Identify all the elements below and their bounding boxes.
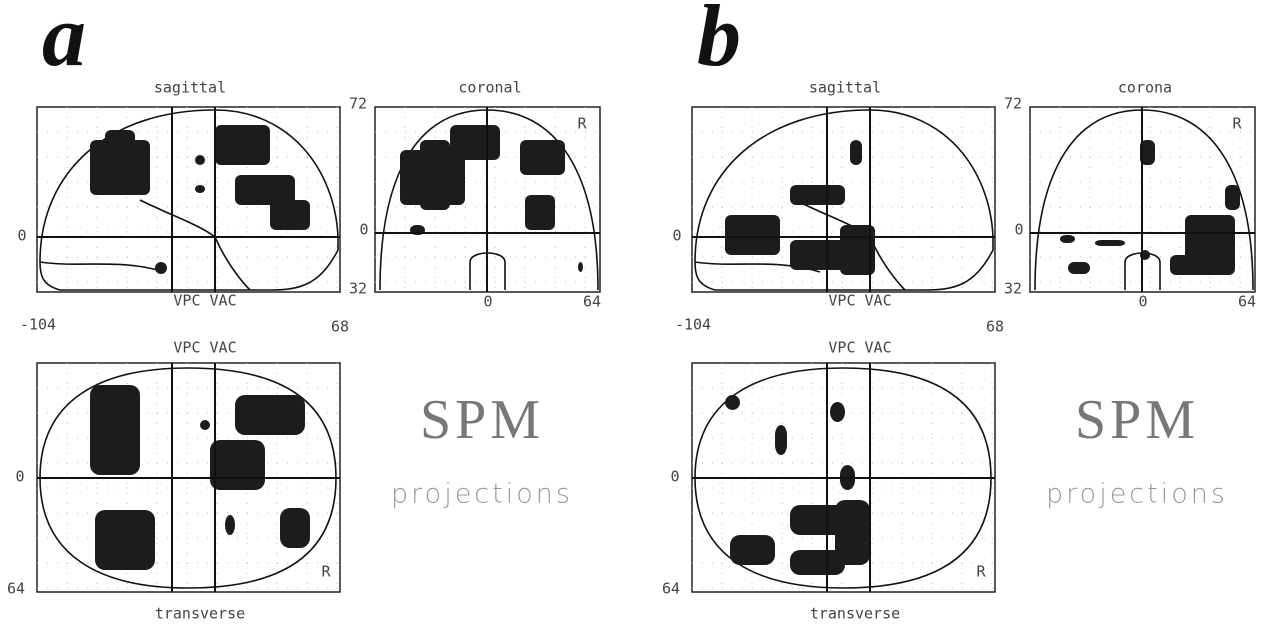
landmark-label: VPC VAC <box>828 339 891 357</box>
figure: a sagittal 0 VPC VAC -104 68 coronal 72 0 32 0 64 R V… <box>0 0 1275 628</box>
panel-label: b <box>697 0 741 85</box>
caption-subtitle: projections <box>1046 479 1228 510</box>
activation <box>450 125 500 160</box>
activation <box>730 535 775 565</box>
activation <box>1068 262 1090 274</box>
activation <box>578 262 583 272</box>
side-label: R <box>321 563 331 581</box>
activation <box>155 262 167 274</box>
activation <box>1095 240 1125 246</box>
axis-label: 0 <box>1138 293 1147 311</box>
axis-label: 0 <box>483 293 492 311</box>
axis-label: 0 <box>15 468 24 486</box>
panel-label: a <box>42 0 86 85</box>
axis-label: 32 <box>1004 280 1022 298</box>
axis-label: 0 <box>670 468 679 486</box>
view-title: corona <box>1118 79 1172 97</box>
side-label: R <box>577 115 587 133</box>
side-label: R <box>976 563 986 581</box>
axis-label: 0 <box>17 227 26 245</box>
axis-label: 0 <box>359 221 368 239</box>
activation <box>105 130 135 145</box>
activation <box>280 508 310 548</box>
activation <box>800 250 830 265</box>
activation <box>725 215 780 255</box>
activation <box>775 425 787 455</box>
view-title: coronal <box>458 79 521 97</box>
view-title: sagittal <box>154 79 226 97</box>
activation <box>850 140 862 165</box>
axis-label: 64 <box>583 293 601 311</box>
activation <box>830 402 845 422</box>
axis-label: 68 <box>331 318 349 336</box>
landmark-label: VPC VAC <box>173 292 236 310</box>
axis-label: 64 <box>7 580 25 598</box>
view-title: transverse <box>810 605 900 623</box>
axis-label: 0 <box>1014 221 1023 239</box>
axis-label: 68 <box>986 318 1004 336</box>
axis-label: 64 <box>662 580 680 598</box>
panel: b sagittal 0 VPC VAC -104 68 corona 72 0 32 0 64 R VP… <box>662 0 1256 623</box>
activation <box>790 550 845 575</box>
axis-label: 72 <box>349 95 367 113</box>
caption-title: SPM <box>420 389 544 451</box>
activation <box>1060 235 1075 243</box>
activation <box>790 185 845 205</box>
activation <box>420 140 450 210</box>
caption-title: SPM <box>1075 389 1199 451</box>
axis-label: 32 <box>349 280 367 298</box>
activation <box>235 395 305 435</box>
activation <box>1170 255 1210 275</box>
axis-label: 0 <box>672 227 681 245</box>
activation <box>195 185 205 193</box>
activation <box>210 440 265 490</box>
activation <box>725 395 740 410</box>
axis-label: -104 <box>675 316 711 334</box>
activation <box>520 140 565 175</box>
view-title: sagittal <box>809 79 881 97</box>
landmark-label: VPC VAC <box>173 339 236 357</box>
landmark-label: VPC VAC <box>828 292 891 310</box>
activation <box>270 200 310 230</box>
activation <box>90 140 150 195</box>
axis-label: -104 <box>20 316 56 334</box>
panel: a sagittal 0 VPC VAC -104 68 coronal 72 0 32 0 64 R V… <box>7 0 601 623</box>
activation <box>90 385 140 475</box>
caption-subtitle: projections <box>391 479 573 510</box>
activation <box>215 125 270 165</box>
axis-label: 64 <box>1238 293 1256 311</box>
activation <box>95 510 155 570</box>
activation <box>525 195 555 230</box>
side-label: R <box>1232 115 1242 133</box>
activation <box>200 420 210 430</box>
axis-label: 72 <box>1004 95 1022 113</box>
activation <box>195 155 205 165</box>
view-title: transverse <box>155 605 245 623</box>
activation <box>1225 185 1240 210</box>
activation <box>225 515 235 535</box>
page: {"panels": [ {"label": "a", "sagittal": … <box>0 0 1275 628</box>
